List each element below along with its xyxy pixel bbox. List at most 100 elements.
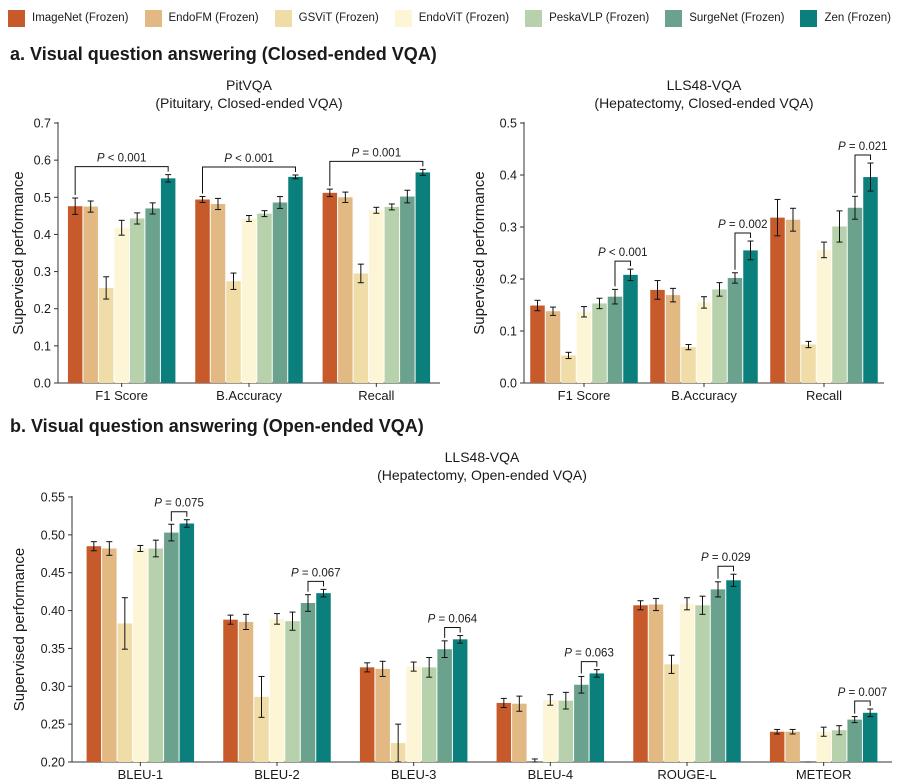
bar — [452, 639, 468, 762]
legend-swatch — [665, 9, 683, 27]
chart-title: LLS48-VQA — [445, 449, 520, 465]
legend-swatch — [144, 9, 162, 27]
significance-bracket — [444, 627, 461, 638]
bar — [359, 667, 375, 762]
legend-swatch — [8, 9, 25, 27]
legend-swatch — [525, 9, 543, 27]
y-tick-label: 0.2 — [500, 273, 517, 287]
bar — [369, 210, 384, 383]
p-value-label: P = 0.067 — [291, 567, 341, 579]
bar — [769, 731, 785, 762]
chart-title: LLS48-VQA — [667, 77, 742, 93]
legend-item: EndoViT (Frozen) — [394, 9, 510, 27]
x-tick-label: F1 Score — [95, 388, 148, 403]
chart-subtitle: (Pituitary, Closed-ended VQA) — [155, 95, 342, 111]
bar — [288, 176, 303, 383]
bar — [785, 219, 801, 383]
y-tick-label: 0.3 — [34, 265, 51, 279]
y-tick-label: 0.3 — [500, 221, 517, 235]
bar — [743, 250, 758, 383]
bar — [338, 197, 353, 383]
bar — [238, 621, 254, 762]
bar — [67, 206, 83, 383]
bar — [160, 178, 176, 383]
legend-item: EndoFM (Frozen) — [144, 9, 259, 27]
chart-subtitle: (Hepatectomy, Open-ended VQA) — [377, 467, 587, 483]
y-tick-label: 0.35 — [41, 642, 65, 656]
y-tick-label: 0.20 — [41, 756, 65, 770]
bar — [226, 281, 241, 383]
legend-label: EndoViT (Frozen) — [418, 12, 510, 24]
legend: ImageNet (Frozen) EndoFM (Frozen) GSViT (F… — [8, 6, 897, 30]
legend-label: EndoFM (Frozen) — [168, 12, 259, 24]
section-title-open-ended: b. Visual question answering (Open-ended… — [10, 416, 424, 436]
p-value-label: P < 0.001 — [97, 153, 147, 165]
bar — [322, 192, 338, 383]
p-value-label: P = 0.021 — [838, 141, 888, 153]
y-tick-label: 0.5 — [500, 117, 517, 131]
bar — [712, 289, 727, 383]
y-axis-label: Supervised performance — [471, 171, 488, 334]
bar — [785, 731, 800, 762]
bar — [86, 546, 102, 762]
bar — [650, 289, 665, 383]
legend-swatch — [274, 9, 292, 27]
significance-bracket — [580, 661, 598, 674]
y-tick-label: 0.0 — [34, 377, 51, 391]
y-tick-label: 0.50 — [41, 528, 65, 542]
bar — [375, 668, 390, 762]
p-value-label: P = 0.029 — [701, 552, 751, 564]
bar — [832, 226, 847, 383]
bar — [210, 203, 226, 383]
y-tick-label: 0.4 — [34, 228, 51, 242]
bar — [257, 213, 272, 383]
bar — [726, 580, 741, 762]
x-tick-label: BLEU-1 — [118, 767, 164, 781]
legend-item: ImageNet (Frozen) — [8, 9, 129, 27]
legend-item: PeskaVLP (Frozen) — [525, 9, 650, 27]
p-value-label: P < 0.001 — [598, 247, 648, 259]
significance-bracket — [202, 166, 296, 194]
bar — [300, 603, 316, 762]
p-value-label: P < 0.001 — [224, 153, 274, 165]
bar — [863, 177, 878, 383]
bar — [148, 548, 164, 762]
bar — [437, 649, 452, 762]
y-tick-label: 0.30 — [41, 680, 65, 694]
chart-title: PitVQA — [226, 77, 273, 93]
legend-swatch — [394, 9, 412, 27]
legend-label: PeskaVLP (Frozen) — [549, 12, 650, 24]
significance-bracket — [854, 154, 871, 194]
p-value-label: P = 0.007 — [838, 687, 888, 699]
bar — [558, 700, 574, 762]
y-tick-label: 0.4 — [500, 169, 517, 183]
bar — [223, 619, 238, 762]
bar — [543, 699, 558, 762]
bar — [574, 684, 589, 762]
legend-label: ImageNet (Frozen) — [32, 12, 129, 24]
bar — [695, 605, 710, 762]
bar — [816, 249, 832, 383]
bar — [665, 295, 681, 383]
legend-label: SurgeNet (Frozen) — [689, 12, 785, 24]
bar — [633, 605, 648, 762]
bar — [164, 532, 179, 762]
bar — [254, 696, 269, 762]
p-value-label: P = 0.064 — [428, 614, 478, 626]
x-tick-label: F1 Score — [558, 388, 611, 403]
x-tick-label: B.Accuracy — [216, 388, 282, 403]
bar — [607, 296, 623, 383]
significance-bracket — [734, 232, 751, 270]
p-value-label: P = 0.002 — [718, 219, 768, 231]
y-tick-label: 0.40 — [41, 604, 65, 618]
bar — [421, 667, 437, 762]
y-tick-label: 0.1 — [34, 339, 51, 353]
chart-subtitle: (Hepatectomy, Closed-ended VQA) — [594, 95, 813, 111]
p-value-label: P = 0.001 — [352, 147, 402, 159]
legend-swatch — [800, 9, 818, 27]
x-tick-label: METEOR — [796, 767, 852, 781]
y-tick-label: 0.1 — [500, 325, 517, 339]
bar — [847, 719, 862, 762]
bar — [648, 604, 664, 762]
